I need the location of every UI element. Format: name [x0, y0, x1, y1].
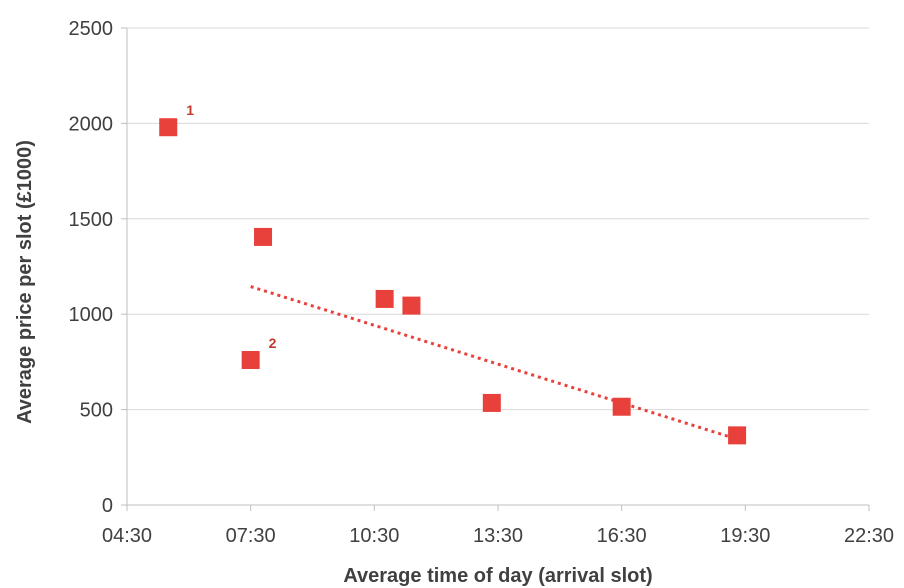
point-annotation: 1	[186, 102, 194, 118]
trendline	[250, 285, 738, 441]
x-tick-label: 19:30	[720, 525, 770, 547]
y-axis-title: Average price per slot (£1000)	[14, 140, 36, 424]
y-tick-label: 500	[80, 400, 113, 422]
point-annotations: 12	[186, 102, 276, 351]
y-tick-label: 1000	[69, 304, 114, 326]
data-point	[482, 393, 501, 412]
x-tick-label: 16:30	[597, 525, 647, 547]
data-point	[728, 426, 747, 445]
gridlines	[127, 27, 869, 411]
data-point	[254, 227, 273, 246]
data-point	[241, 350, 260, 369]
axes	[121, 27, 870, 511]
y-tick-label: 2000	[69, 113, 114, 135]
x-tick-label: 13:30	[473, 525, 523, 547]
y-tick-labels: 0 500 1000 1500 2000 2500	[69, 18, 114, 517]
x-tick-label: 22:30	[844, 525, 894, 547]
data-points	[159, 118, 747, 445]
point-annotation: 2	[269, 335, 277, 351]
data-point	[375, 289, 394, 308]
y-tick-label: 0	[102, 495, 113, 517]
y-tick-label: 1500	[69, 209, 114, 231]
x-tick-label: 04:30	[102, 525, 152, 547]
x-tick-label: 07:30	[226, 525, 276, 547]
x-axis-title: Average time of day (arrival slot)	[343, 565, 652, 587]
y-tick-label: 2500	[69, 18, 114, 40]
trendline-group	[250, 285, 738, 441]
data-point	[612, 397, 631, 416]
data-point	[402, 296, 421, 315]
x-tick-labels: 04:30 07:30 10:30 13:30 16:30 19:30 22:30	[102, 525, 894, 547]
x-tick-label: 10:30	[349, 525, 399, 547]
data-point	[159, 118, 178, 137]
